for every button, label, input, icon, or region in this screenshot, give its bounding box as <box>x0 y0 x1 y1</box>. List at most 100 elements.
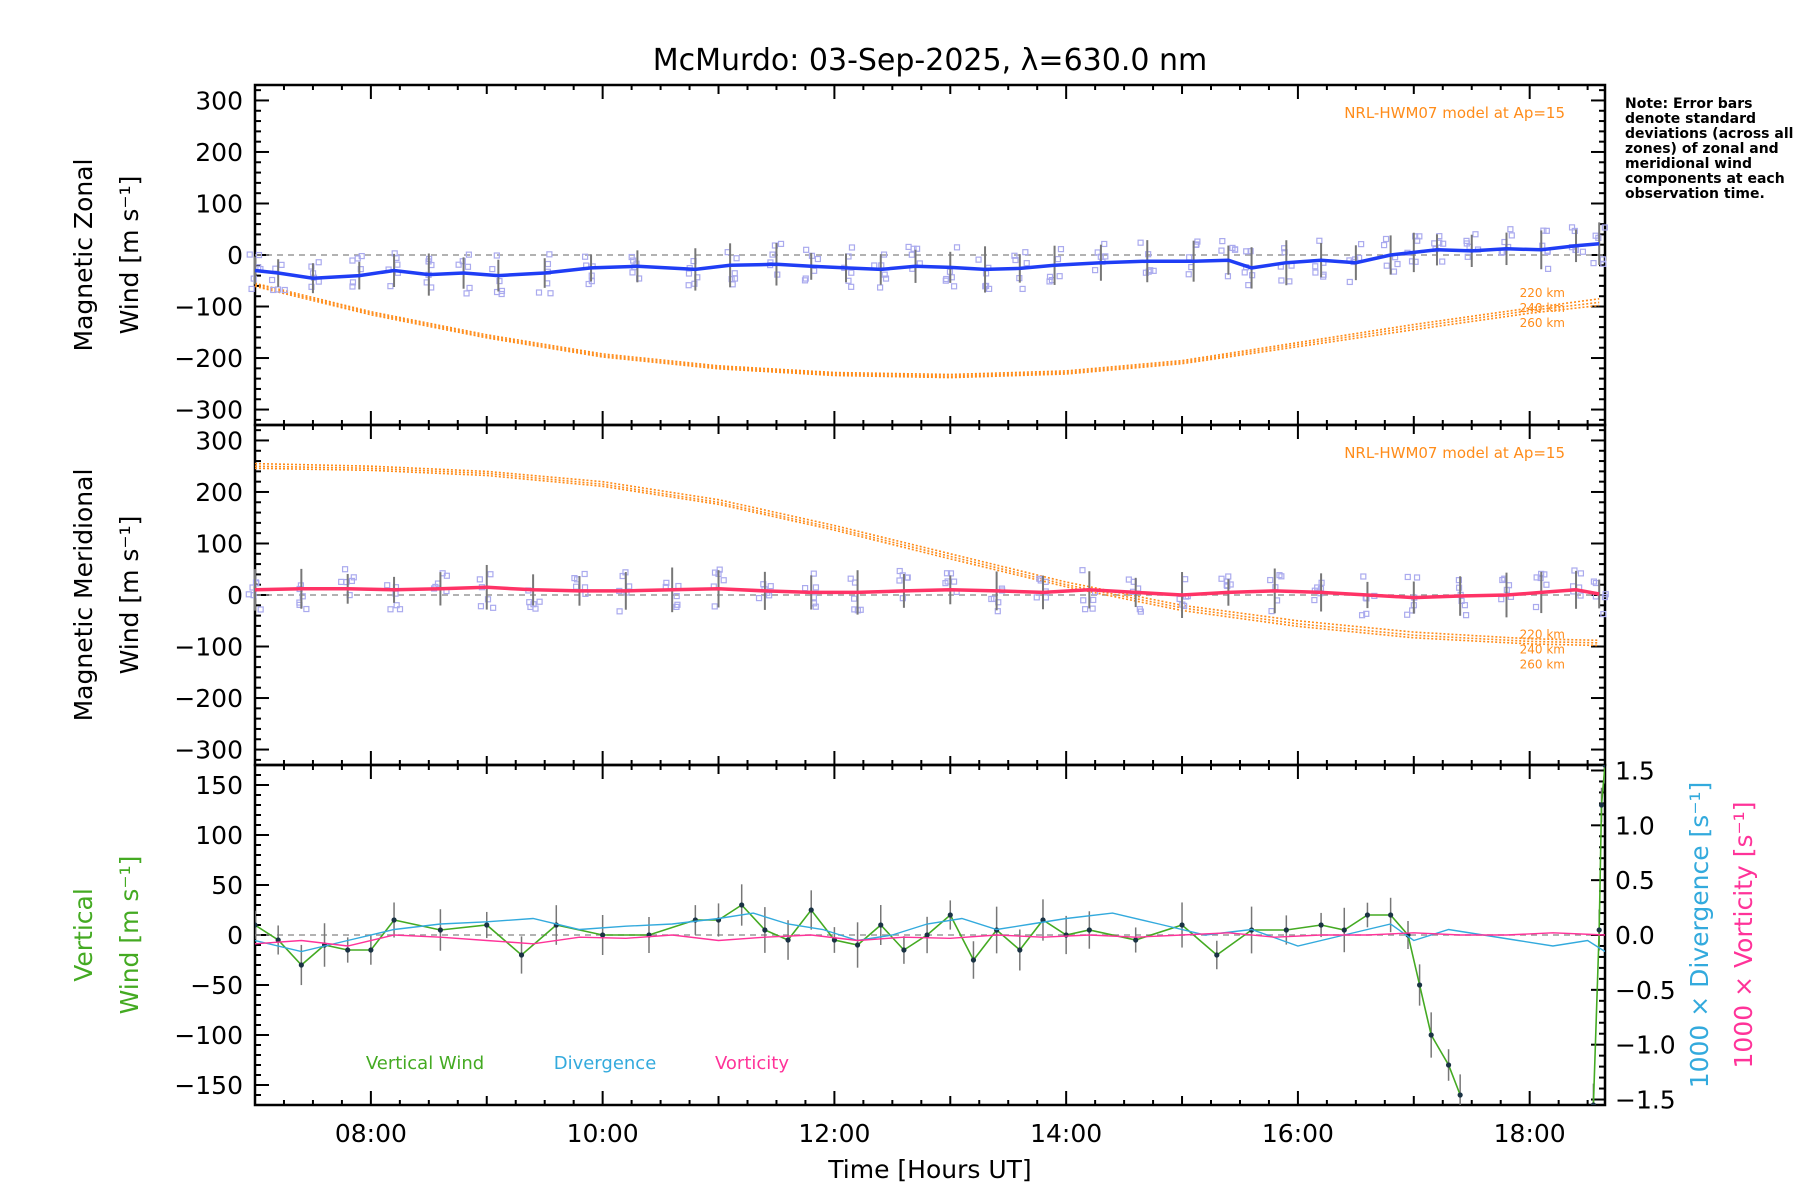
zone-sample-point <box>1380 241 1388 249</box>
zone-sample-point <box>1046 278 1053 285</box>
zone-sample-point <box>349 257 356 264</box>
zone-sample-point <box>1440 240 1447 247</box>
zone-sample-point <box>975 256 982 263</box>
zone-sample-point <box>1079 567 1086 574</box>
y2-tick-label: 0.5 <box>1615 866 1655 895</box>
zone-sample-point <box>1413 574 1421 581</box>
zone-sample-point <box>848 283 855 290</box>
model-label: NRL-HWM07 model at Ap=15 <box>1344 104 1565 122</box>
chart-title: McMurdo: 03-Sep-2025, λ=630.0 nm <box>653 43 1207 78</box>
vertical-wind-point <box>808 907 814 913</box>
zonal-wind-line <box>254 241 1600 280</box>
zone-sample-point <box>765 592 773 599</box>
zone-sample-point <box>720 577 727 584</box>
zone-sample-point <box>1533 574 1540 581</box>
model-curve <box>254 282 1600 376</box>
y2-tick-label: 1.0 <box>1615 811 1655 840</box>
zone-sample-point <box>315 259 322 266</box>
y-tick-label: 100 <box>195 189 243 218</box>
divergenceline <box>255 912 1605 953</box>
zone-sample-point <box>1569 583 1577 590</box>
y-tick-label: −100 <box>174 1021 243 1050</box>
zone-sample-point <box>299 593 306 600</box>
zone-sample-point <box>443 572 450 579</box>
y2-tick-label: −1.0 <box>1615 1031 1676 1060</box>
zone-sample-point <box>573 583 580 590</box>
zone-sample-point <box>628 253 635 261</box>
zone-sample-point <box>711 603 718 610</box>
zone-sample-point <box>812 603 819 610</box>
zone-sample-point <box>350 574 357 581</box>
zone-sample-point <box>544 260 552 268</box>
zone-sample-point <box>1092 267 1099 274</box>
y-tick-label: −100 <box>174 633 243 662</box>
zone-sample-point <box>303 605 310 613</box>
x-tick-label: 14:00 <box>1030 1119 1102 1148</box>
zone-sample-point <box>950 283 958 290</box>
zone-sample-point <box>487 571 494 578</box>
zone-sample-point <box>1267 576 1274 584</box>
zone-sample-point <box>1276 572 1283 579</box>
zone-sample-point <box>1080 597 1087 604</box>
zone-sample-point <box>354 255 361 262</box>
y-axis-label: Vertical <box>69 888 98 982</box>
zone-sample-point <box>387 606 394 613</box>
vertical-wind-point <box>947 912 953 918</box>
zone-sample-point <box>1464 253 1471 260</box>
zone-sample-point <box>673 603 680 610</box>
zone-sample-point <box>1439 258 1446 265</box>
zone-sample-point <box>1218 575 1225 582</box>
zone-sample-point <box>733 255 740 262</box>
vorticity-axis-label: 1000 × Vorticity [s⁻¹] <box>1729 802 1758 1069</box>
vertical-wind-point <box>275 937 281 943</box>
y-axis-label: Wind [m s⁻¹] <box>115 856 144 1015</box>
zone-sample-point <box>876 284 884 291</box>
panel-zonal: −300 −200 −100 0 100 200 300 Magnetic Zonal Wind… <box>69 83 1608 427</box>
zone-sample-point <box>496 277 503 285</box>
vertical-wind-point <box>368 947 374 953</box>
zone-sample-point <box>896 577 903 584</box>
zone-sample-point <box>1568 224 1576 231</box>
zone-sample-point <box>1019 285 1026 293</box>
zone-sample-point <box>1314 584 1321 591</box>
zone-sample-point <box>882 275 890 282</box>
y-tick-label: −200 <box>174 684 243 713</box>
zone-sample-point <box>1312 263 1319 270</box>
vertical-wind-point <box>1416 982 1423 988</box>
zone-sample-point <box>871 262 878 269</box>
vertical-wind-point <box>391 917 397 923</box>
zone-sample-point <box>769 251 776 258</box>
vertical-wind-point <box>484 922 490 928</box>
zone-sample-point <box>250 592 257 599</box>
zone-sample-point <box>814 255 822 263</box>
zone-sample-point <box>1577 570 1585 577</box>
model-altitude-label: 220 km <box>1520 627 1565 641</box>
zone-sample-point <box>953 244 961 251</box>
zone-sample-point <box>1472 231 1479 238</box>
zone-sample-point <box>899 595 906 602</box>
zone-sample-point <box>1241 269 1248 276</box>
zone-sample-point <box>1458 597 1465 605</box>
vertical-wind-point <box>1283 927 1289 933</box>
y-tick-label: 0 <box>227 241 243 270</box>
zone-sample-point <box>384 582 391 589</box>
zone-sample-point <box>626 583 633 590</box>
zone-sample-point <box>881 271 888 278</box>
vertical-wind-point <box>255 922 258 928</box>
vertical-wind-point <box>854 942 861 948</box>
zone-sample-point <box>455 261 462 268</box>
zone-sample-point <box>268 276 276 284</box>
vertical-wind-point <box>298 962 304 968</box>
zone-sample-point <box>308 263 315 270</box>
zone-sample-point <box>1231 246 1239 253</box>
zone-sample-point <box>673 592 680 600</box>
zone-sample-point <box>1278 573 1285 580</box>
zone-sample-point <box>1036 575 1043 582</box>
zone-sample-point <box>810 570 817 577</box>
y-tick-label: 100 <box>195 529 243 558</box>
model-altitude-label: 260 km <box>1520 657 1565 671</box>
zone-sample-point <box>1101 240 1108 248</box>
zone-sample-point <box>349 279 357 286</box>
model-curve <box>254 465 1600 644</box>
